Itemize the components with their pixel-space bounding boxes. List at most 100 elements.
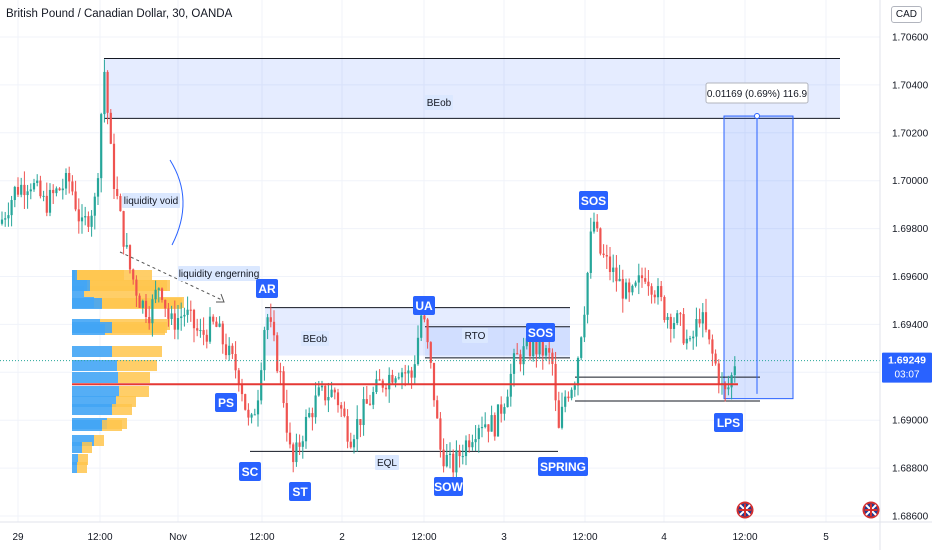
volume-bar-buy [72,322,112,333]
candle-body [279,371,282,373]
candle-body [439,418,442,450]
candle-body [231,345,234,355]
label-spring-box [538,457,588,476]
candle-body [32,182,36,190]
candle-body [58,188,61,191]
candle-body [288,432,292,445]
label-sos-top-box [579,191,608,210]
candle-body [224,344,228,356]
candle-body [612,267,615,272]
candle-body [599,228,602,254]
candle-body [583,314,586,338]
time-tick-label: 4 [661,532,667,543]
measure-box [705,82,809,104]
label-ua-box [413,296,435,315]
candle-body [576,357,580,386]
time-tick-label: 12:00 [572,532,597,543]
candle-body [400,372,404,378]
candle-body [295,442,298,463]
candle-body [426,319,429,343]
candle-body [272,321,276,336]
candle-body [90,215,93,227]
candle-body [717,363,720,385]
candle-body [656,286,660,298]
candle-body [327,396,330,401]
candle-body [733,366,736,376]
liquidity-engerning-arrowhead [216,293,225,303]
candle-body [256,400,260,415]
candle-body [669,316,672,329]
candle-body [608,256,612,272]
liquidity-void-label: liquidity void [124,196,178,207]
candle-body [346,416,349,442]
candle-body [464,440,468,457]
candle-body [567,396,570,399]
candle-body [621,278,624,299]
beob-mid-label-box [301,331,329,346]
candle-body [160,288,164,300]
label-sos-mid-box [526,323,555,342]
volume-bar-sell [82,442,92,453]
candle-body [676,313,679,324]
candle-body [368,403,372,405]
candle-body [314,395,317,418]
candle-body [199,330,202,332]
price-tick-label: 1.70000 [892,176,929,187]
candle-body [260,370,263,401]
candle-body [237,370,240,385]
candle-body [87,216,90,227]
time-tick-label: 12:00 [87,532,112,543]
candle-body [365,399,368,404]
candle-body [541,337,544,356]
volume-bar-buy [72,420,102,431]
candle-body [45,195,48,213]
chart-title: British Pound / Canadian Dollar, 30, OAN… [6,8,233,20]
candle-body [192,309,196,329]
candle-body [112,143,116,189]
volume-bar-sell [84,286,159,297]
candle-body [714,353,717,364]
candle-body [644,278,647,282]
candle-body [509,373,512,397]
candle-body [330,389,333,397]
candle-body [624,282,628,299]
price-tick-label: 1.68600 [892,512,929,523]
currency-button[interactable]: CAD [890,6,922,23]
candle-body [0,219,4,224]
price-tick-label: 1.69000 [892,416,929,427]
candle-body [320,385,324,388]
candle-body [519,354,522,365]
candle-body [452,453,455,473]
candle-body [404,372,407,374]
candle-body [340,405,343,409]
candle-body [266,317,269,331]
candle-body [74,191,77,210]
label-lps: LPS [717,416,740,430]
candle-body [61,188,64,191]
countdown-label: 03:07 [894,370,919,381]
volume-bar-buy [72,396,116,407]
candle-body [48,189,52,213]
volume-profile [72,270,184,473]
candle-body [372,392,375,405]
candle-body [551,352,554,364]
candle-body [269,317,272,322]
label-st: ST [292,485,308,499]
candle-body [484,424,487,428]
time-axis[interactable]: 29 12:00 Nov 12:00 2 12:00 3 12:00 4 12:00 5 [12,532,829,543]
candle-body [122,211,125,247]
candle-body [423,315,426,320]
volume-bar-buy [72,435,94,446]
candle-body [196,328,199,331]
price-axis[interactable]: 1.70600 1.70400 1.70200 1.70000 1.69800 1.696… [892,33,929,523]
candle-body [631,285,634,293]
candle-body [445,454,448,467]
time-tick-label: 12:00 [732,532,757,543]
candle-body [557,400,560,428]
price-tick-label: 1.69600 [892,272,929,283]
candle-body [39,180,42,197]
candle-body [704,312,708,330]
candle-body [589,231,592,273]
time-tick-label: 12:00 [411,532,436,543]
